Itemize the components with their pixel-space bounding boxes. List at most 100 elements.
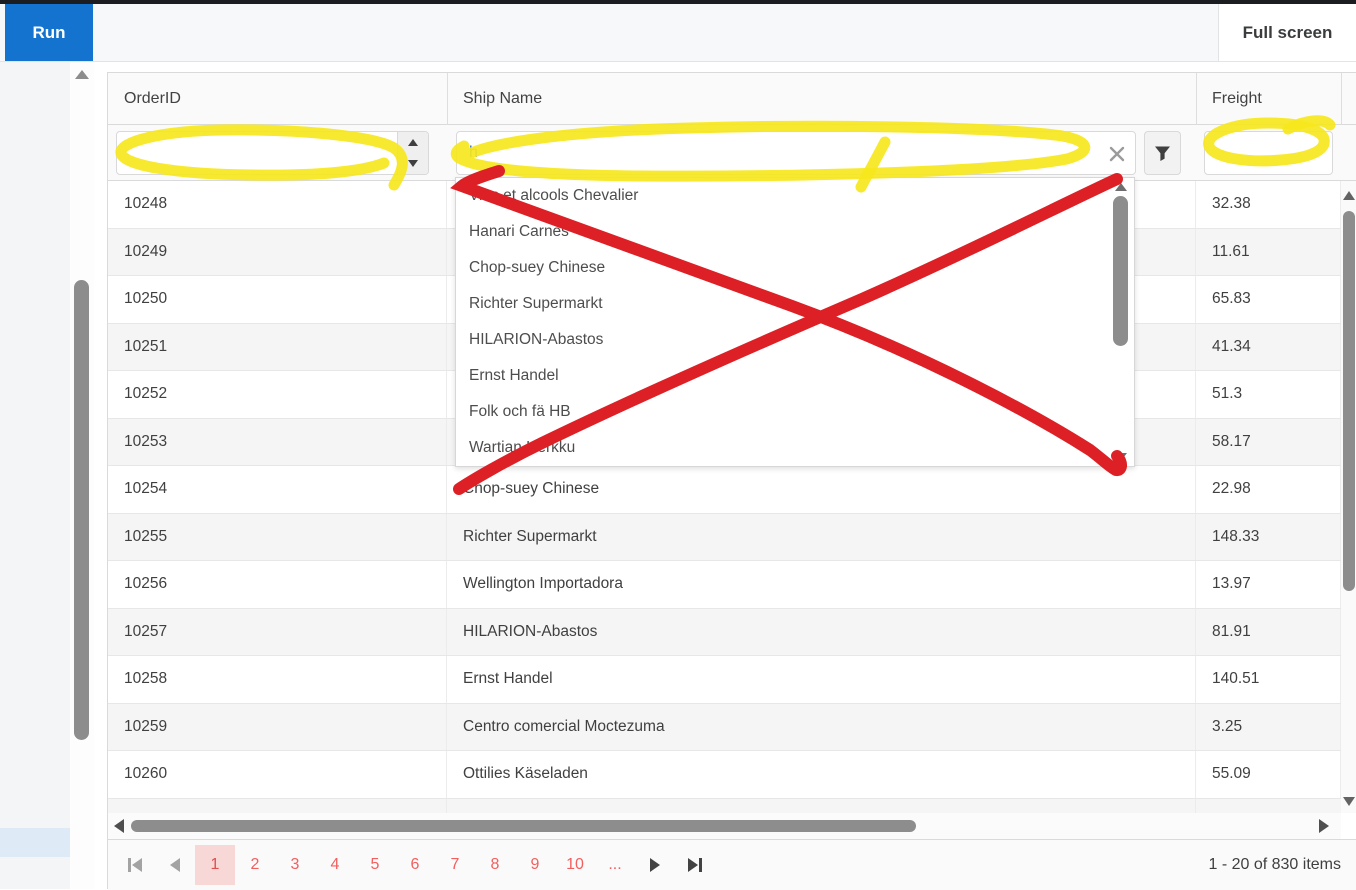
grid-hscrollbar-thumb[interactable]: [131, 820, 916, 832]
shipname-cell: Chop-suey Chinese: [447, 466, 1196, 513]
scroll-down-arrow-icon[interactable]: [1115, 453, 1127, 461]
left-panel-selected-strip: [0, 828, 70, 857]
left-side-panel: [0, 62, 70, 889]
table-row[interactable]: 10259 Centro comercial Moctezuma 3.25: [108, 703, 1341, 751]
shipname-filter-autocomplete-input[interactable]: [456, 131, 1136, 175]
table-row[interactable]: 10256 Wellington Importadora 13.97: [108, 561, 1341, 609]
orderid-cell: 10253: [108, 418, 447, 465]
page-button-2[interactable]: 2: [250, 856, 260, 873]
column-header-orderid[interactable]: OrderID: [124, 90, 181, 107]
shipname-cell: [447, 323, 1196, 370]
freight-cell: 55.09: [1196, 751, 1341, 798]
dropdown-item[interactable]: Vins et alcools Chevalier: [469, 187, 639, 204]
dropdown-item[interactable]: Ernst Handel: [469, 367, 559, 384]
orderid-filter-numeric-input[interactable]: [116, 131, 429, 175]
shipname-cell: [447, 181, 1196, 228]
freight-cell: 22.98: [1196, 466, 1341, 513]
grid-filter-row: [108, 125, 1356, 181]
spinner-increase-button[interactable]: [398, 132, 428, 153]
page-button-8[interactable]: 8: [490, 856, 500, 873]
page-button-7[interactable]: 7: [450, 856, 460, 873]
freight-cell: 140.51: [1196, 656, 1341, 703]
dropdown-item[interactable]: Folk och fä HB: [469, 403, 571, 420]
shipname-cell: [447, 418, 1196, 465]
table-row[interactable]: 10257 HILARION-Abastos 81.91: [108, 608, 1341, 656]
table-row[interactable]: 10258 Ernst Handel 140.51: [108, 656, 1341, 704]
scroll-up-arrow-icon[interactable]: [1115, 183, 1127, 191]
dropdown-item[interactable]: Richter Supermarkt: [469, 295, 603, 312]
orderid-cell: 10248: [108, 181, 447, 228]
previous-page-button[interactable]: [155, 845, 195, 885]
spinner-down-icon: [408, 160, 418, 167]
last-page-button[interactable]: [675, 845, 715, 885]
table-row[interactable]: 10255 Richter Supermarkt 148.33: [108, 513, 1341, 561]
orderid-cell: 10254: [108, 466, 447, 513]
page-button-10[interactable]: 10: [566, 856, 584, 873]
partial-next-row: [108, 798, 1341, 813]
dropdown-item[interactable]: Chop-suey Chinese: [469, 259, 606, 276]
scroll-up-arrow-icon[interactable]: [75, 70, 89, 79]
orderid-cell: 10256: [108, 561, 447, 608]
scroll-up-arrow-icon[interactable]: [1343, 191, 1355, 200]
freight-cell: 81.91: [1196, 608, 1341, 655]
freight-cell: 51.3: [1196, 371, 1341, 418]
run-button[interactable]: Run: [5, 4, 93, 61]
dropdown-scrollbar-thumb[interactable]: [1113, 196, 1128, 346]
page-vertical-scrollbar[interactable]: [70, 62, 94, 889]
shipname-cell: [447, 371, 1196, 418]
dropdown-scrollbar[interactable]: [1110, 178, 1132, 466]
freight-filter-field[interactable]: [1205, 132, 1332, 174]
grid-horizontal-scrollbar[interactable]: [108, 813, 1341, 839]
clear-filter-icon[interactable]: [1108, 145, 1126, 163]
shipname-cell: [447, 276, 1196, 323]
dropdown-item[interactable]: HILARION-Abastos: [469, 331, 604, 348]
dropdown-item[interactable]: Wartian Herkku: [469, 439, 576, 456]
orderid-cell: 10249: [108, 228, 447, 275]
freight-cell: 11.61: [1196, 228, 1341, 275]
orderid-filter-field[interactable]: [117, 132, 428, 174]
more-pages-button[interactable]: ...: [608, 856, 622, 873]
shipname-cell: Ernst Handel: [447, 656, 1196, 703]
dropdown-item[interactable]: Hanari Carnes: [469, 223, 569, 240]
page-button-5[interactable]: 5: [370, 856, 380, 873]
spinner-up-icon: [408, 139, 418, 146]
first-page-button[interactable]: [115, 845, 155, 885]
numeric-spinner[interactable]: [397, 132, 428, 174]
freight-cell: 13.97: [1196, 561, 1341, 608]
freight-cell: 3.25: [1196, 703, 1341, 750]
page-button-9[interactable]: 9: [530, 856, 540, 873]
grid-vscrollbar-thumb[interactable]: [1343, 211, 1355, 591]
window-top-strip: [0, 0, 1356, 4]
table-row[interactable]: 10260 Ottilies Käseladen 55.09: [108, 751, 1341, 799]
column-header-freight[interactable]: Freight: [1212, 90, 1262, 107]
filter-menu-button[interactable]: [1144, 131, 1181, 175]
shipname-cell: HILARION-Abastos: [447, 608, 1196, 655]
page-button-1[interactable]: 1: [195, 845, 235, 885]
scroll-right-arrow-icon[interactable]: [1319, 819, 1329, 833]
page-button-4[interactable]: 4: [330, 856, 340, 873]
spinner-decrease-button[interactable]: [398, 153, 428, 174]
page-scrollbar-thumb[interactable]: [74, 280, 89, 740]
orderid-cell: 10251: [108, 323, 447, 370]
orderid-cell: 10259: [108, 703, 447, 750]
scroll-left-arrow-icon[interactable]: [114, 819, 124, 833]
freight-cell: 58.17: [1196, 418, 1341, 465]
scroll-down-arrow-icon[interactable]: [1343, 797, 1355, 806]
shipname-filter-field[interactable]: [457, 132, 1135, 174]
grid-pager: 1 2 3 4 5 6 7 8 9 10 ... 1 - 20 of 830 i…: [108, 839, 1356, 890]
next-page-button[interactable]: [635, 845, 675, 885]
orderid-cell: 10258: [108, 656, 447, 703]
fullscreen-button[interactable]: Full screen: [1218, 4, 1356, 61]
grid-vertical-scrollbar[interactable]: [1341, 181, 1356, 813]
toolbar: Run Full screen: [0, 4, 1356, 62]
freight-cell: 41.34: [1196, 323, 1341, 370]
column-header-shipname[interactable]: Ship Name: [463, 90, 543, 107]
page-button-6[interactable]: 6: [410, 856, 420, 873]
table-row[interactable]: 10254 Chop-suey Chinese 22.98: [108, 466, 1341, 514]
page-button-3[interactable]: 3: [290, 856, 300, 873]
freight-filter-input[interactable]: [1204, 131, 1333, 175]
autocomplete-dropdown: Vins et alcools Chevalier Hanari Carnes …: [455, 177, 1135, 467]
shipname-cell: Wellington Importadora: [447, 561, 1196, 608]
orderid-cell: 10257: [108, 608, 447, 655]
freight-cell: 148.33: [1196, 513, 1341, 560]
